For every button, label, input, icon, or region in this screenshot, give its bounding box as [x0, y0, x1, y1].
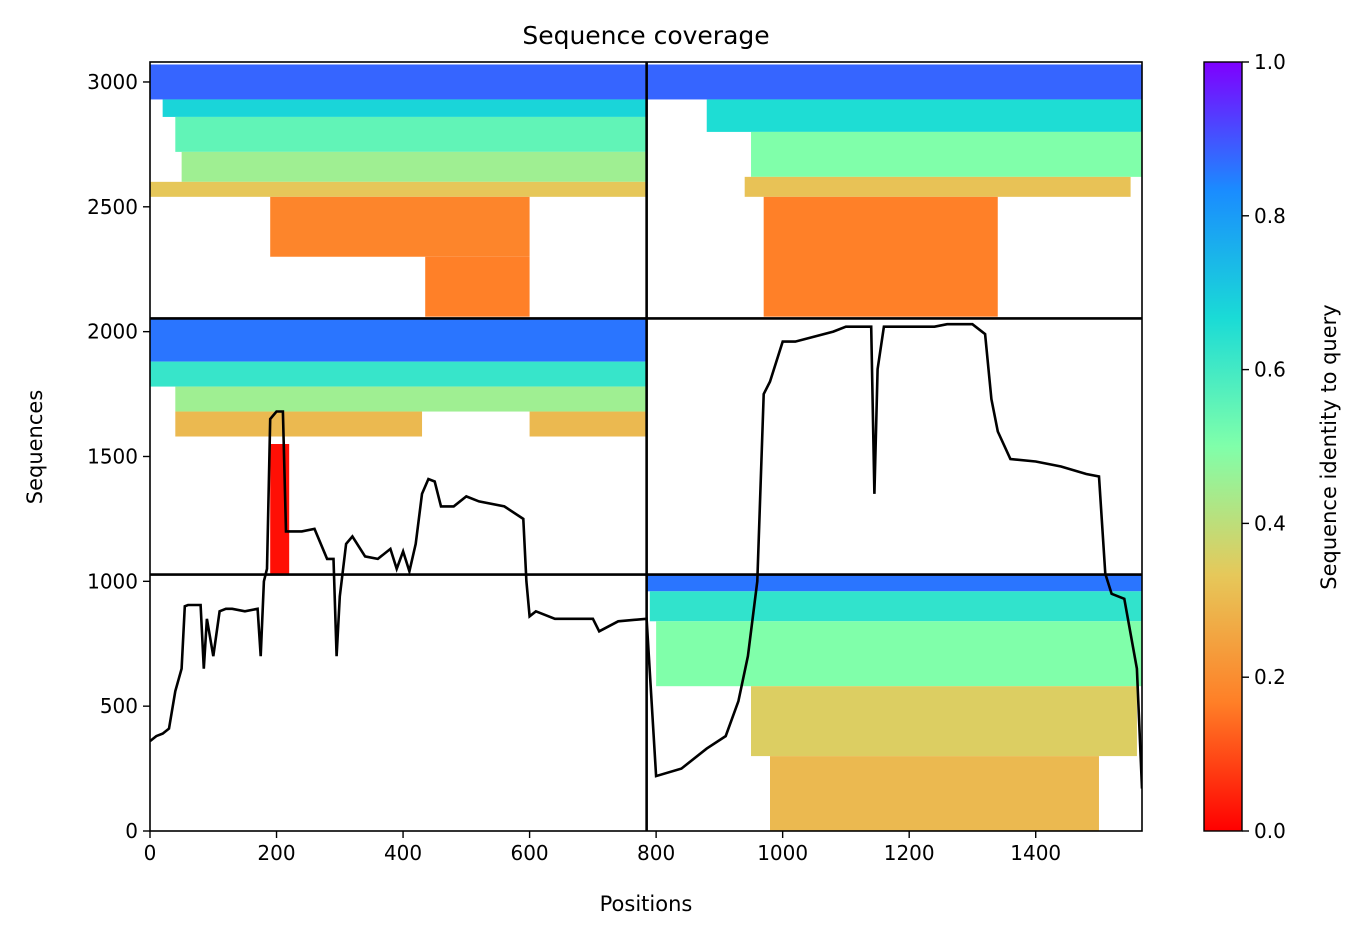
- coverage-block: [181, 151, 647, 182]
- colorbar-tick-label: 0.6: [1254, 358, 1286, 382]
- coverage-block: [763, 196, 998, 317]
- coverage-block: [751, 686, 1137, 757]
- coverage-block: [751, 131, 1142, 177]
- coverage-block: [175, 411, 423, 437]
- x-tick-label: 400: [384, 841, 422, 865]
- colorbar-tick-label: 1.0: [1254, 50, 1286, 74]
- colorbar-tick-label: 0.8: [1254, 204, 1286, 228]
- colorbar-tick-label: 0.0: [1254, 819, 1286, 843]
- y-axis-label: Sequences: [23, 390, 47, 505]
- coverage-block: [150, 318, 647, 362]
- colorbar-ticks: 0.0 0.2 0.4 0.6 0.8 1.0: [1242, 50, 1286, 843]
- x-tick-label: 600: [510, 841, 548, 865]
- y-tick-label: 0: [125, 819, 138, 843]
- x-tick-label: 800: [637, 841, 675, 865]
- coverage-block: [175, 116, 647, 152]
- x-tick-label: 1000: [757, 841, 808, 865]
- coverage-block: [162, 99, 647, 117]
- coverage-block: [150, 64, 647, 100]
- x-tick-label: 1400: [1010, 841, 1061, 865]
- y-tick-label: 2000: [87, 320, 138, 344]
- y-tick-label: 2500: [87, 195, 138, 219]
- coverage-block: [744, 176, 1131, 197]
- coverage-block: [529, 411, 647, 437]
- x-axis-label: Positions: [600, 892, 693, 916]
- coverage-block: [646, 574, 1142, 592]
- coverage-block: [175, 386, 647, 412]
- coverage-block: [770, 756, 1099, 831]
- x-tick-label: 200: [257, 841, 295, 865]
- coverage-block: [270, 196, 530, 257]
- y-axis: 0 500 1000 1500 2000 2500 3000: [87, 70, 150, 843]
- y-tick-label: 1500: [87, 444, 138, 468]
- coverage-block: [646, 64, 1142, 100]
- colorbar-label: Sequence identity to query: [1317, 304, 1341, 589]
- x-tick-label: 1200: [884, 841, 935, 865]
- x-tick-label: 0: [144, 841, 157, 865]
- colorbar: [1203, 61, 1243, 832]
- panel-dividers: [150, 62, 1142, 831]
- x-axis: 0 200 400 600 800 1000 1200 1400: [144, 831, 1061, 865]
- coverage-block: [656, 621, 1142, 687]
- coverage-block: [150, 361, 647, 387]
- chart-title: Sequence coverage: [522, 21, 769, 50]
- y-tick-label: 3000: [87, 70, 138, 94]
- plot-frame: [149, 61, 1143, 832]
- plot-area: [150, 62, 1142, 831]
- coverage-line: [150, 322, 1142, 789]
- coverage-block: [649, 591, 1142, 622]
- y-tick-label: 1000: [87, 569, 138, 593]
- coverage-block: [150, 181, 647, 197]
- colorbar-tick-label: 0.4: [1254, 511, 1286, 535]
- colorbar-tick-label: 0.2: [1254, 665, 1286, 689]
- coverage-blocks: [150, 64, 1142, 831]
- coverage-block: [425, 256, 530, 317]
- y-tick-label: 500: [100, 694, 138, 718]
- coverage-block: [706, 99, 1142, 132]
